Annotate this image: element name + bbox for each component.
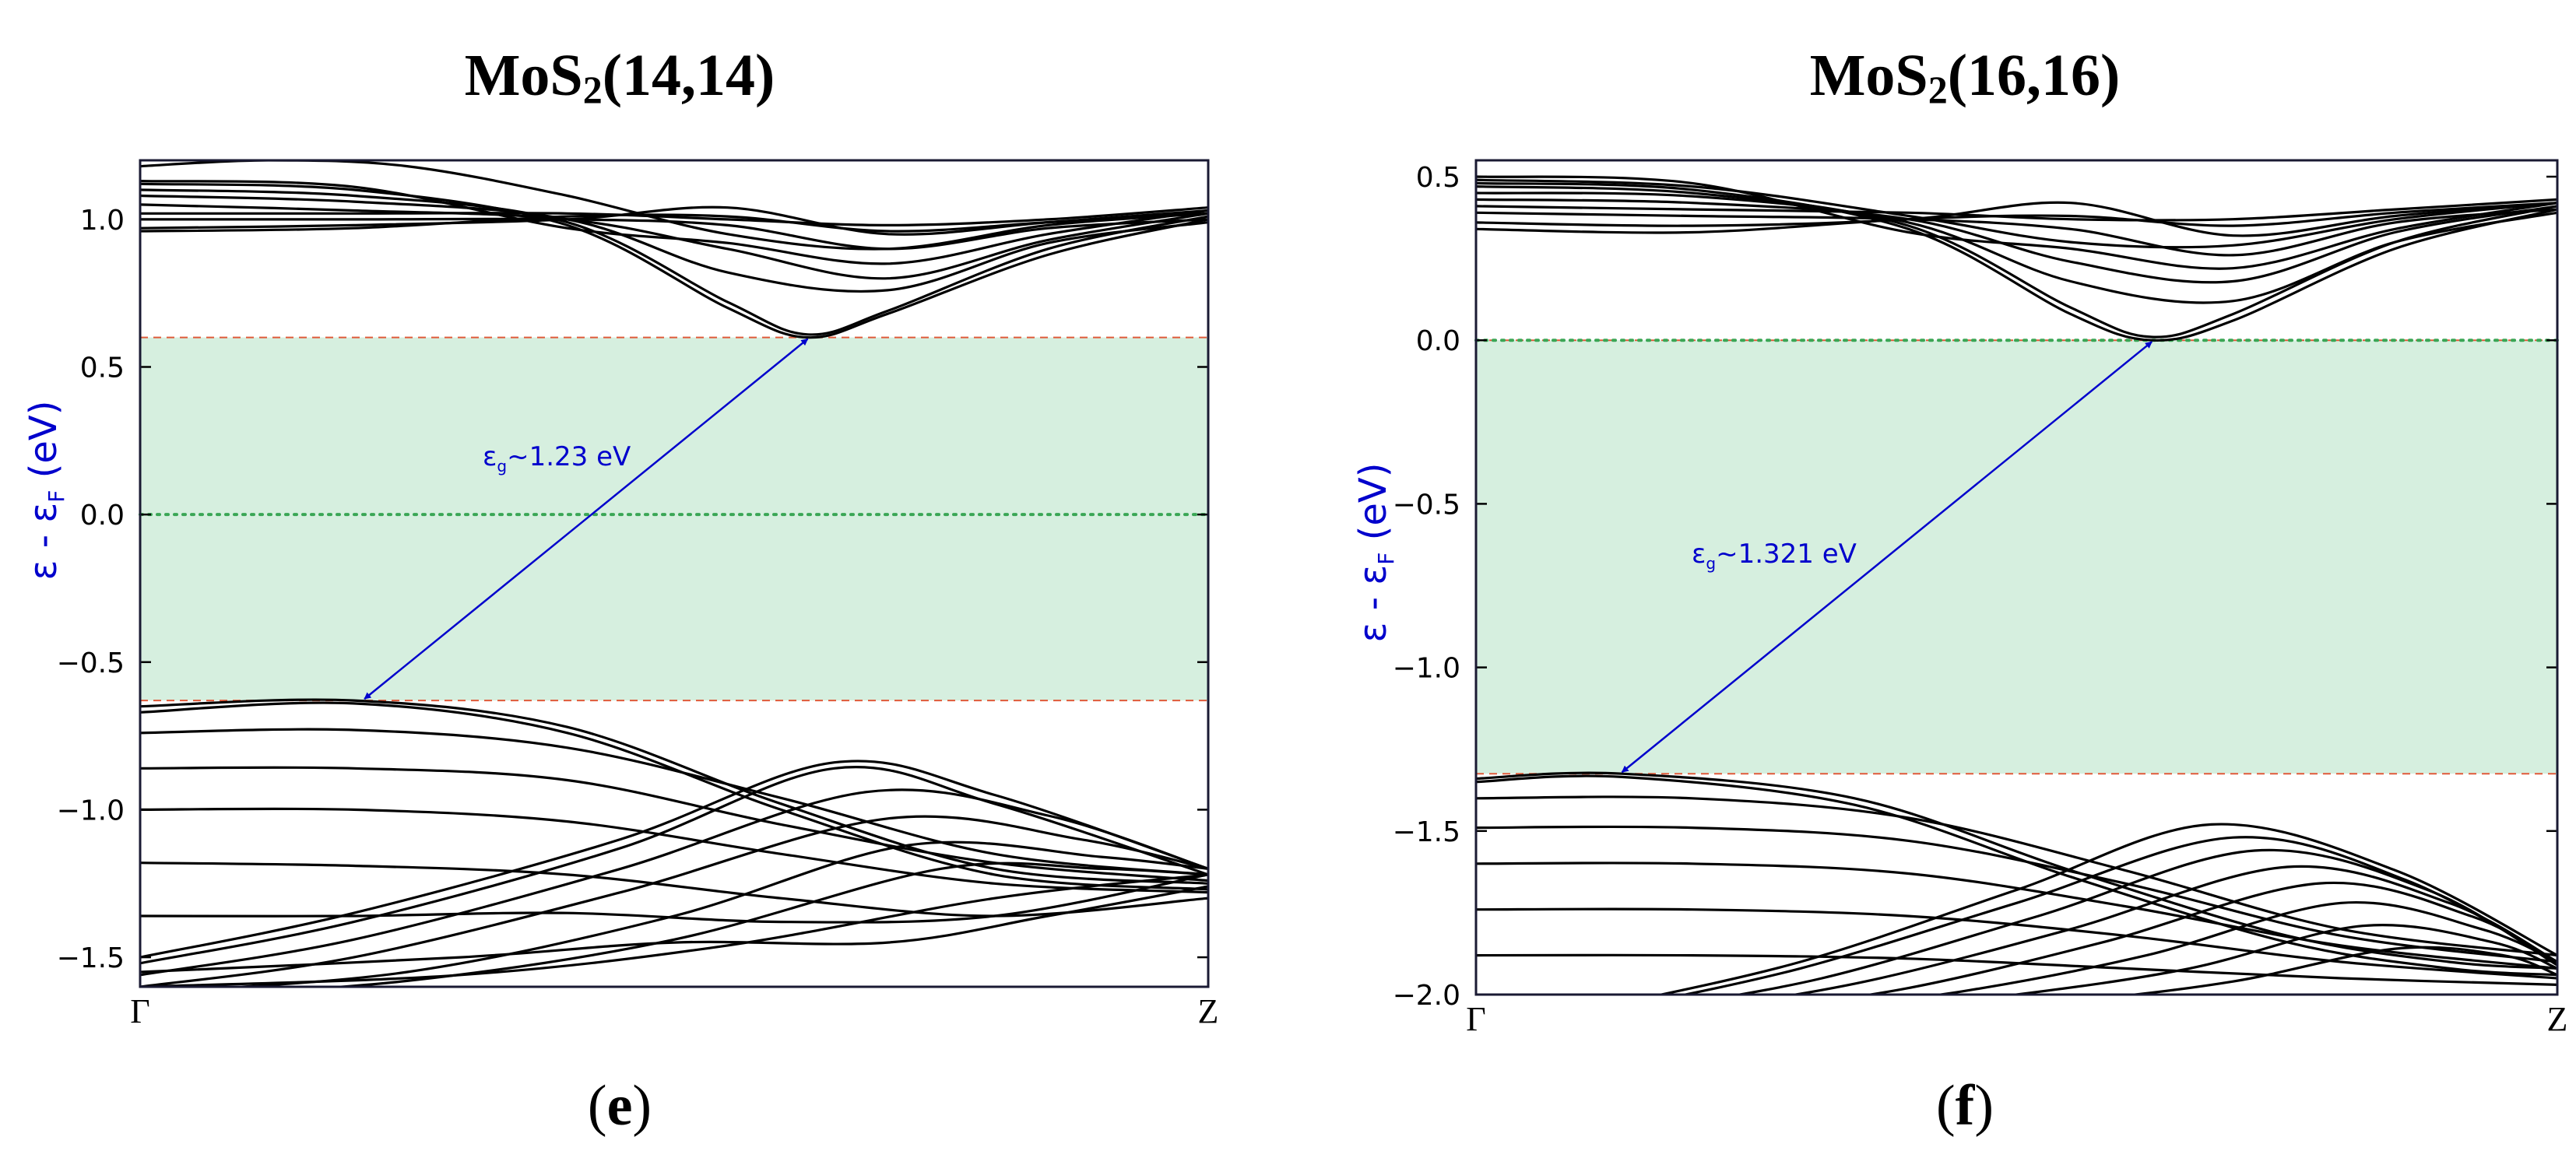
band-line-valence-15 [140, 885, 1208, 974]
band-line-valence-3 [1476, 795, 2557, 957]
band-line-conduction-4 [1476, 198, 2557, 284]
panel-title: MoS2(16,16) [1810, 43, 2121, 111]
y-tick-label: 0.0 [80, 500, 125, 532]
y-axis-ticks: −1.5 −1.0 −0.5 0.0 0.5 1.0 [57, 205, 1208, 974]
y-tick-label: 0.5 [80, 353, 125, 384]
y-tick-label: 0.5 [1416, 162, 1460, 194]
band-line-valence-9 [1679, 836, 2557, 995]
band-line-valence-2 [1476, 774, 2557, 977]
y-tick-label: −0.5 [57, 647, 125, 679]
panel-caption: (f) [1936, 1074, 1994, 1138]
y-tick-label: −1.0 [57, 795, 125, 826]
y-axis-label: ε - εF (eV) [1351, 463, 1399, 643]
x-tick-label: Z [1198, 992, 1219, 1030]
band-line-valence-3 [140, 728, 1208, 876]
band-line-valence-2 [140, 701, 1208, 891]
band-line-valence-7 [140, 873, 1208, 924]
band-line-valence-4 [1476, 825, 2557, 963]
band-line-valence-8 [140, 760, 1208, 959]
band-line-valence-6 [140, 861, 1208, 918]
band-line-valence-7 [1476, 953, 2557, 986]
band-line-conduction-5 [140, 180, 1208, 265]
band-gap-region [1476, 340, 2557, 774]
band-line-conduction-3 [1476, 191, 2557, 304]
y-tick-label: 1.0 [80, 205, 125, 237]
band-gap-region [140, 337, 1208, 701]
band-gap-label: εg~1.23 eV [483, 441, 631, 475]
band-line-valence-5 [1476, 861, 2557, 970]
band-line-valence-9 [140, 766, 1208, 965]
panel-caption: (e) [588, 1074, 652, 1138]
band-line-valence-4 [140, 766, 1208, 883]
plot-frame [139, 159, 1210, 988]
band-line-conduction-1 [1476, 181, 2557, 342]
band-line-valence-14 [2006, 924, 2557, 995]
band-line-valence-11 [1788, 865, 2557, 995]
band-line-valence-1 [1476, 771, 2557, 970]
band-line-valence-10 [140, 788, 1208, 977]
plot-frame [1474, 159, 2559, 996]
x-tick-label: Z [2547, 1000, 2568, 1038]
band-line-valence-13 [325, 861, 1208, 987]
y-tick-label: −0.5 [1393, 489, 1460, 521]
band-line-valence-6 [1476, 907, 2557, 980]
band-line-valence-1 [140, 698, 1208, 885]
band-line-conduction-5 [1476, 175, 2557, 270]
band-gap-label: εg~1.321 eV [1692, 539, 1857, 573]
y-tick-label: −2.0 [1393, 980, 1460, 1012]
y-tick-label: 0.0 [1416, 325, 1460, 357]
band-line-conduction-6 [140, 217, 1208, 251]
y-axis-ticks: −2.0 −1.5 −1.0 −0.5 0.0 0.5 [1393, 162, 2557, 1012]
x-tick-label: Γ [130, 992, 149, 1030]
panel-e: MoS2(14,14) ε - εF (eV) εg~1.23 eV −1.5−… [22, 43, 1218, 1138]
band-line-conduction-7 [1476, 201, 2557, 237]
band-line-conduction-2 [140, 188, 1208, 336]
band-line-conduction-4 [140, 203, 1208, 280]
band-line-conduction-8 [1476, 198, 2557, 222]
x-tick-label: Γ [1466, 1000, 1485, 1038]
band-line-valence-8 [1655, 823, 2557, 995]
band-line-conduction-9 [1476, 202, 2557, 234]
band-line-conduction-10 [140, 212, 1208, 233]
band-line-conduction-3 [140, 194, 1208, 293]
panel-f: MoS2(16,16) ε - εF (eV) εg~1.321 eV −2.0… [1351, 43, 2567, 1138]
band-line-conduction-9 [140, 160, 1208, 251]
band-line-valence-10 [1732, 848, 2557, 995]
band-line-valence-13 [1931, 900, 2557, 995]
y-tick-label: −1.5 [1393, 816, 1460, 848]
band-line-conduction-6 [1476, 208, 2557, 257]
panel-title: MoS2(14,14) [465, 43, 775, 111]
band-line-valence-15 [2124, 946, 2557, 995]
band-line-valence-12 [1862, 881, 2557, 995]
band-line-conduction-10 [1476, 178, 2557, 249]
band-line-conduction-8 [140, 206, 1208, 227]
y-tick-label: −1.5 [57, 942, 125, 974]
band-line-conduction-1 [140, 182, 1208, 339]
band-line-valence-14 [140, 873, 1208, 987]
band-gap-arrow [1621, 341, 2153, 774]
y-axis-label: ε - εF (eV) [22, 401, 69, 581]
band-line-valence-5 [140, 807, 1208, 894]
band-line-valence-11 [140, 815, 1208, 987]
y-tick-label: −1.0 [1393, 653, 1460, 685]
band-lines [140, 160, 1208, 987]
band-gap-arrow [364, 338, 809, 700]
band-lines [1476, 175, 2557, 995]
